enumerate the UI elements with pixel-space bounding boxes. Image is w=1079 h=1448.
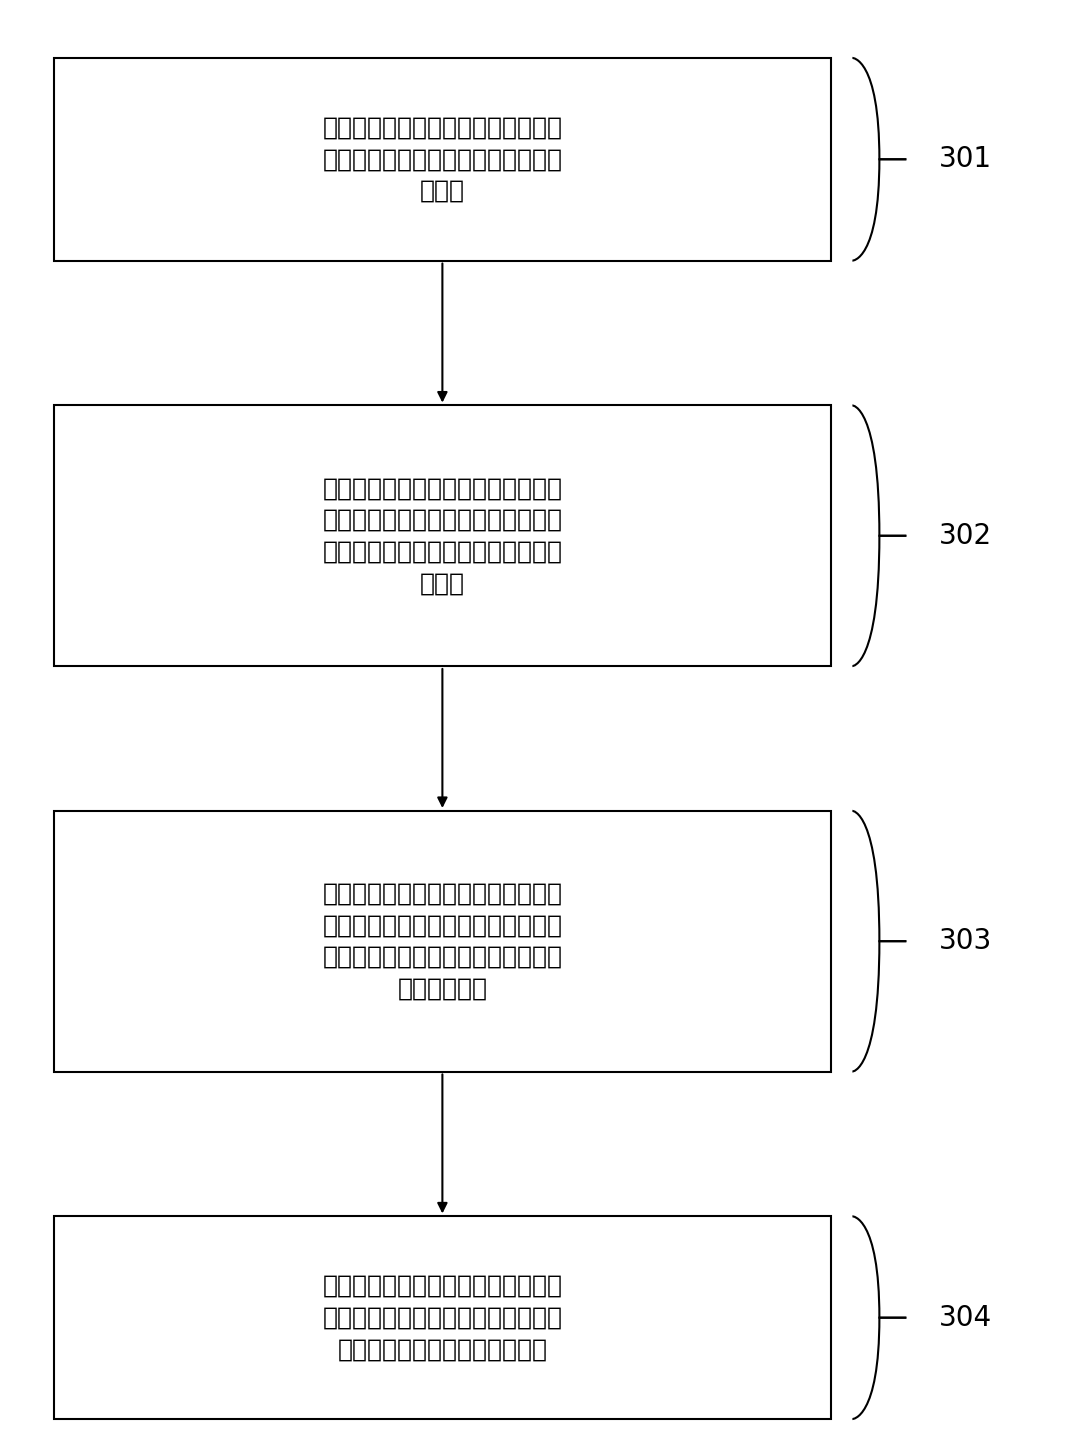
- FancyBboxPatch shape: [54, 58, 831, 261]
- Text: 301: 301: [939, 145, 992, 174]
- FancyBboxPatch shape: [54, 811, 831, 1072]
- Text: 302: 302: [939, 521, 992, 550]
- Text: 当所述预测人车比小于等于预设阈值
时，输出预警信息，所述预警信息用
于提示所述蓄车场的出租车充足: 当所述预测人车比小于等于预设阈值 时，输出预警信息，所述预警信息用 于提示所述蓄…: [323, 1274, 562, 1361]
- Text: 将检测器采集的当前候车人数输入客
流预测模型得到预设时间后的预测候
车人数: 将检测器采集的当前候车人数输入客 流预测模型得到预设时间后的预测候 车人数: [323, 116, 562, 203]
- Text: 304: 304: [939, 1303, 992, 1332]
- FancyBboxPatch shape: [54, 405, 831, 666]
- Text: 基于蓄车场的当前车辆数和当前候车
人数计算得到当前人车比，基于当前
车辆数和预测候车人数计算得到预测
人车比: 基于蓄车场的当前车辆数和当前候车 人数计算得到当前人车比，基于当前 车辆数和预测…: [323, 476, 562, 595]
- FancyBboxPatch shape: [54, 1216, 831, 1419]
- Text: 303: 303: [939, 927, 992, 956]
- Text: 当所述预测人车比大于预设阈值时，
输出调度信息，所述调度信息用于在
当前时刻调度增加满足所述预测候车
人数的出租车: 当所述预测人车比大于预设阈值时， 输出调度信息，所述调度信息用于在 当前时刻调度…: [323, 882, 562, 1001]
